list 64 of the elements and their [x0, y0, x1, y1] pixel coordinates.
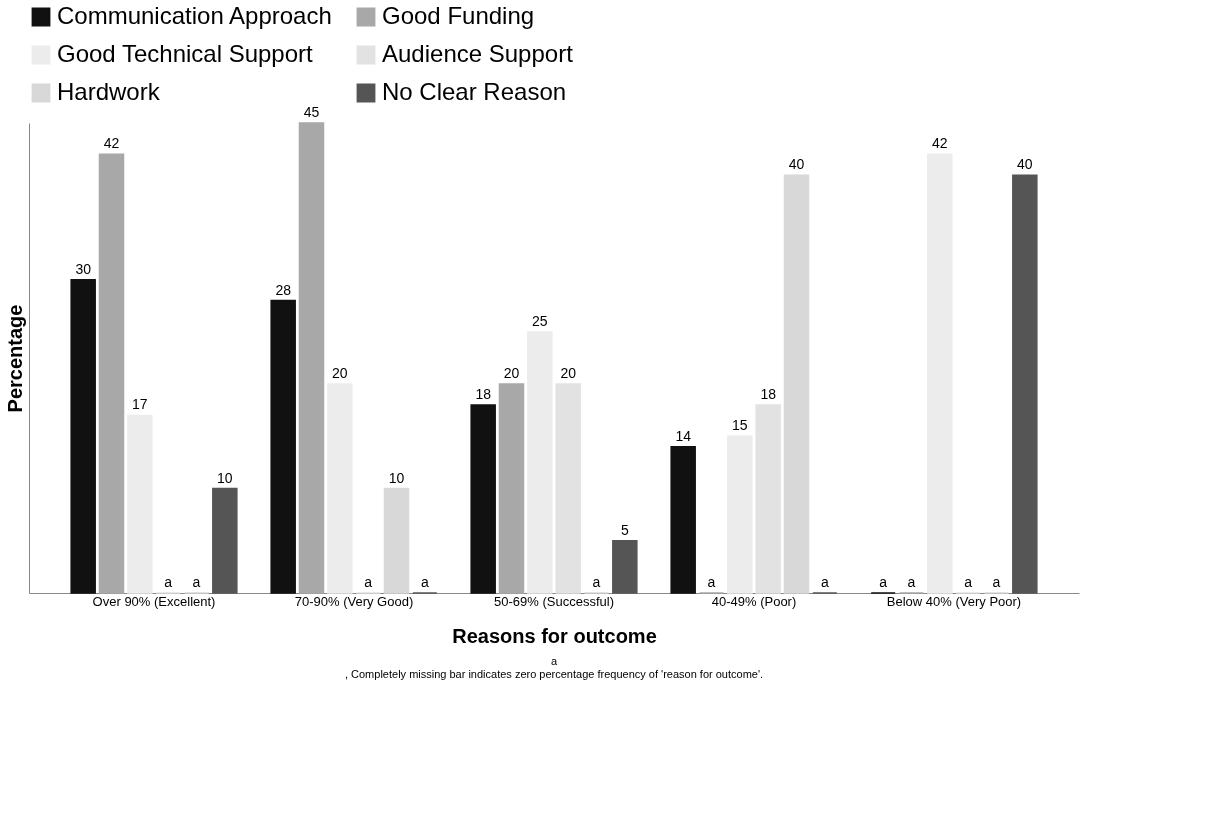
- data-label: a: [192, 574, 201, 590]
- data-label: a: [707, 574, 716, 590]
- data-label: 5: [620, 521, 629, 538]
- data-label: 20: [560, 365, 577, 382]
- bar: [327, 383, 353, 594]
- legend-label: Hardwork: [57, 78, 161, 105]
- bar: [783, 174, 810, 594]
- bar: [555, 383, 581, 594]
- legend-label: Communication Approach: [57, 2, 332, 29]
- data-label: 18: [475, 386, 492, 402]
- data-label: 15: [732, 417, 748, 434]
- data-label: 40: [788, 156, 805, 173]
- bar: [527, 331, 553, 594]
- x-tick-label: 50-69% (Successful): [494, 593, 614, 609]
- data-label: a: [364, 574, 373, 590]
- data-label: 20: [332, 365, 348, 382]
- data-label: a: [992, 574, 1001, 590]
- bar: [470, 404, 496, 594]
- bar: [98, 153, 125, 594]
- data-label: 30: [75, 260, 92, 277]
- x-tick-label: Below 40% (Very Poor): [886, 593, 1022, 609]
- y-axis-title: Percentage: [3, 304, 26, 413]
- bar: [927, 153, 953, 594]
- data-label: a: [964, 574, 973, 590]
- data-label: 10: [217, 469, 233, 486]
- data-label: a: [879, 574, 888, 590]
- data-label: a: [907, 574, 916, 590]
- x-tick-label: 40-49% (Poor): [711, 593, 797, 609]
- x-axis-title: Reasons for outcome: [452, 624, 657, 647]
- x-tick-label: Over 90% (Excellent): [92, 593, 216, 609]
- data-label: a: [420, 574, 429, 590]
- data-label: 25: [532, 312, 548, 329]
- bar: [612, 540, 638, 594]
- data-label: 17: [132, 396, 148, 413]
- legend-label: Good Funding: [382, 2, 535, 29]
- data-label: 28: [275, 281, 292, 298]
- legend-label: Audience Support: [382, 40, 574, 67]
- data-label: 20: [503, 365, 520, 382]
- data-label: 42: [932, 135, 948, 152]
- data-label: a: [820, 574, 829, 590]
- text: a: [550, 655, 558, 667]
- bar: [383, 487, 410, 594]
- data-label: 14: [675, 427, 692, 444]
- bar: [127, 414, 153, 594]
- bar: [755, 404, 781, 594]
- legend-label: No Clear Reason: [382, 78, 567, 105]
- data-label: 40: [1017, 156, 1033, 173]
- legend-label: Good Technical Support: [57, 40, 314, 67]
- data-label: 42: [103, 135, 120, 152]
- data-label: 45: [303, 104, 320, 120]
- bar: [270, 299, 296, 594]
- data-label: 18: [760, 386, 777, 402]
- text: , Completely missing bar indicates zero percentage frequency of 'reason for outcome'.: [344, 668, 764, 680]
- bar: [670, 446, 696, 594]
- data-label: a: [164, 574, 173, 590]
- data-label: a: [592, 574, 601, 590]
- bar: [498, 383, 525, 594]
- data-label: 10: [388, 469, 405, 486]
- x-tick-label: 70-90% (Very Good): [294, 593, 414, 609]
- bar: [298, 122, 325, 594]
- bar: [727, 435, 753, 594]
- bar: [1012, 174, 1038, 594]
- bar: [212, 487, 238, 594]
- bar: [70, 278, 96, 594]
